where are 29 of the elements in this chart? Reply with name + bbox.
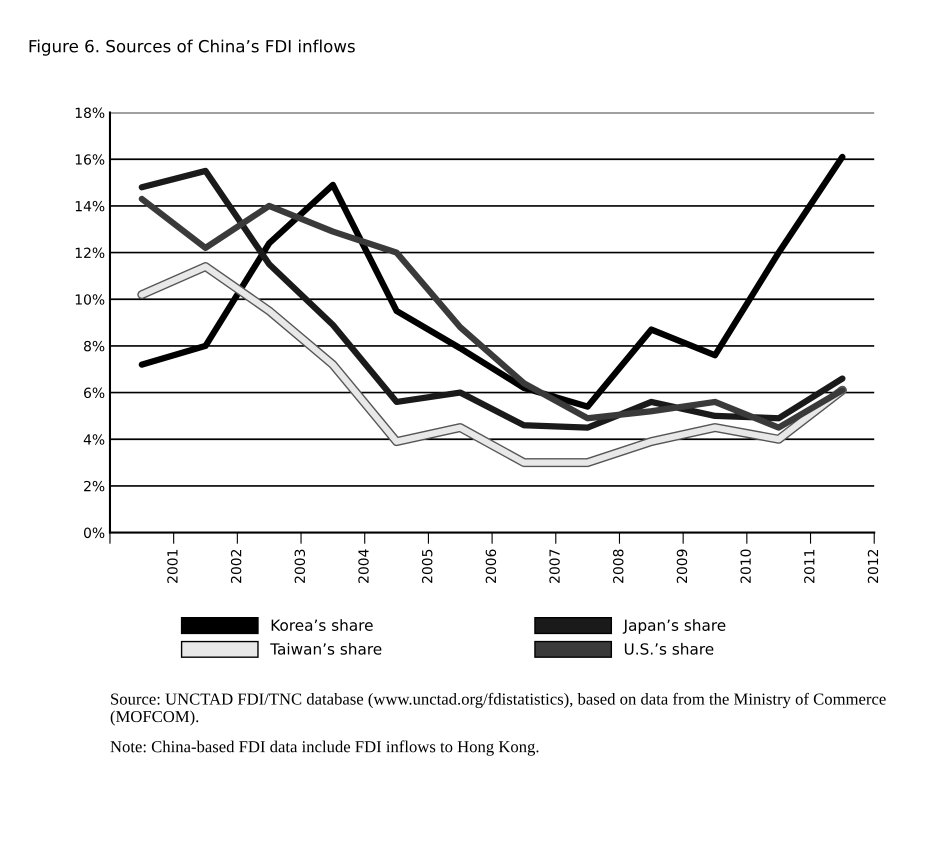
y-tick-label: 14%	[76, 200, 104, 212]
x-tick-label: 2006	[486, 549, 496, 583]
y-tick-label: 0%	[84, 528, 104, 538]
legend-label: Taiwan’s share	[270, 642, 382, 655]
x-tick-label: 2004	[358, 549, 369, 583]
legend-label: Korea’s share	[272, 619, 373, 631]
y-tick-label: 18%	[76, 108, 104, 118]
x-tick-label: 2011	[804, 550, 815, 583]
y-tick-label: 10%	[76, 294, 104, 305]
x-tick-label: 2009	[676, 550, 688, 583]
y-tick-label: 16%	[76, 154, 104, 165]
x-tick-label: 2012	[868, 550, 878, 583]
y-tick-label: 12%	[76, 248, 104, 258]
x-tick-label: 2005	[422, 550, 432, 583]
legend-label: Japan’s share	[622, 619, 726, 634]
x-tick-label: 2002	[230, 550, 242, 583]
x-tick-label: 2008	[612, 550, 624, 583]
text: Note: China-based FDI data include FDI inflows to Hong Kong.	[110, 740, 538, 756]
y-tick-label: 2%	[84, 480, 104, 492]
source-note: Source: UNCTAD FDI/TNC database (www.unctad.org/fdistatistics), based on data from the Ministry of Commerce (MOFCOM).	[110, 692, 886, 726]
chart-title: Figure 6. Sources of China’s FDI inflows	[30, 40, 355, 56]
x-tick-label: 2003	[294, 550, 306, 583]
legend-label: U.S.’s share	[624, 642, 714, 655]
x-tick-label: 2010	[740, 549, 751, 583]
y-tick-label: 8%	[84, 340, 104, 352]
x-tick-label: 2001	[167, 550, 178, 583]
y-tick-label: 4%	[84, 434, 104, 445]
y-tick-label: 6%	[84, 388, 104, 398]
x-tick-label: 2007	[549, 550, 560, 583]
